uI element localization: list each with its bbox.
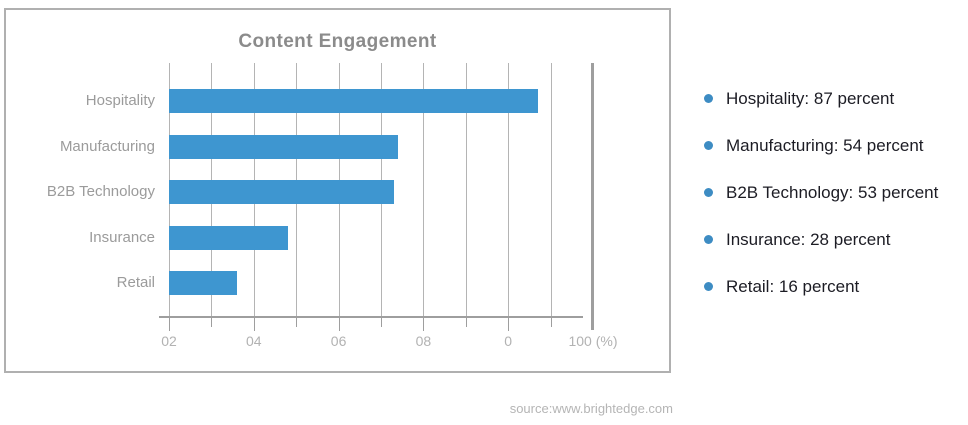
x-axis-tick xyxy=(253,318,255,331)
gridline xyxy=(550,63,552,317)
legend-bullet-icon xyxy=(704,235,713,244)
legend-item-label: B2B Technology: 53 percent xyxy=(726,182,939,202)
x-tick-label: 02 xyxy=(161,333,177,349)
x-tick-label: 100 (%) xyxy=(568,333,618,349)
legend-bullet-icon xyxy=(704,188,713,197)
x-axis-tick xyxy=(338,318,340,331)
legend-bullet-icon xyxy=(704,94,713,103)
gridline xyxy=(508,63,510,317)
legend-bullet-icon xyxy=(704,141,713,150)
x-axis-line xyxy=(159,316,583,318)
legend: Hospitality: 87 percent Manufacturing: 54… xyxy=(704,88,938,297)
source-text: source:www.brightedge.com xyxy=(509,401,673,416)
legend-item: B2B Technology: 53 percent xyxy=(704,182,938,203)
x-axis-tick xyxy=(169,318,170,331)
category-label: Insurance xyxy=(89,228,155,246)
x-axis-tick xyxy=(465,318,467,327)
x-tick-label: 0 xyxy=(504,333,513,349)
legend-item-label: Manufacturing: 54 percent xyxy=(726,135,924,155)
x-axis-tick xyxy=(508,318,510,331)
y-axis-category-labels: Hospitality Manufacturing B2B Technology In… xyxy=(9,63,161,317)
bar-retail xyxy=(169,271,237,296)
legend-item: Hospitality: 87 percent xyxy=(704,88,938,109)
legend-bullet-icon xyxy=(704,282,713,291)
legend-item-label: Insurance: 28 percent xyxy=(726,229,891,249)
bar-manufacturing xyxy=(169,134,398,159)
chart-title: Content Engagement xyxy=(238,31,437,52)
x-axis-tick xyxy=(296,318,298,327)
gridline-100-percent xyxy=(591,63,594,330)
legend-item: Manufacturing: 54 percent xyxy=(704,135,938,156)
legend-item: Insurance: 28 percent xyxy=(704,229,938,250)
gridline xyxy=(465,63,467,317)
x-axis-tick xyxy=(211,318,213,327)
x-axis-tick xyxy=(550,318,552,327)
bar-insurance xyxy=(169,225,288,250)
category-label: Manufacturing xyxy=(59,137,155,155)
legend-item: Retail: 16 percent xyxy=(704,276,938,297)
bar-hospitality xyxy=(169,89,538,113)
x-axis-tick xyxy=(381,318,382,327)
plot-area: 02 04 06 08 0 100 (%) Hospitality Manufacturin… xyxy=(47,63,618,349)
bar-b2b-technology xyxy=(169,180,394,205)
gridline xyxy=(423,63,425,317)
x-axis-tick xyxy=(423,318,425,331)
legend-item-label: Retail: 16 percent xyxy=(726,276,860,296)
x-tick-label: 06 xyxy=(330,333,347,349)
category-label: Hospitality xyxy=(85,92,155,109)
legend-item-label: Hospitality: 87 percent xyxy=(726,88,895,108)
x-tick-label: 08 xyxy=(415,333,432,349)
x-tick-label: 04 xyxy=(246,333,262,349)
chart-panel: Content Engagement 02 04 06 08 0 100 (%) Hosp… xyxy=(4,8,671,373)
category-label: B2B Technology xyxy=(46,183,155,201)
category-label: Retail xyxy=(116,274,155,292)
